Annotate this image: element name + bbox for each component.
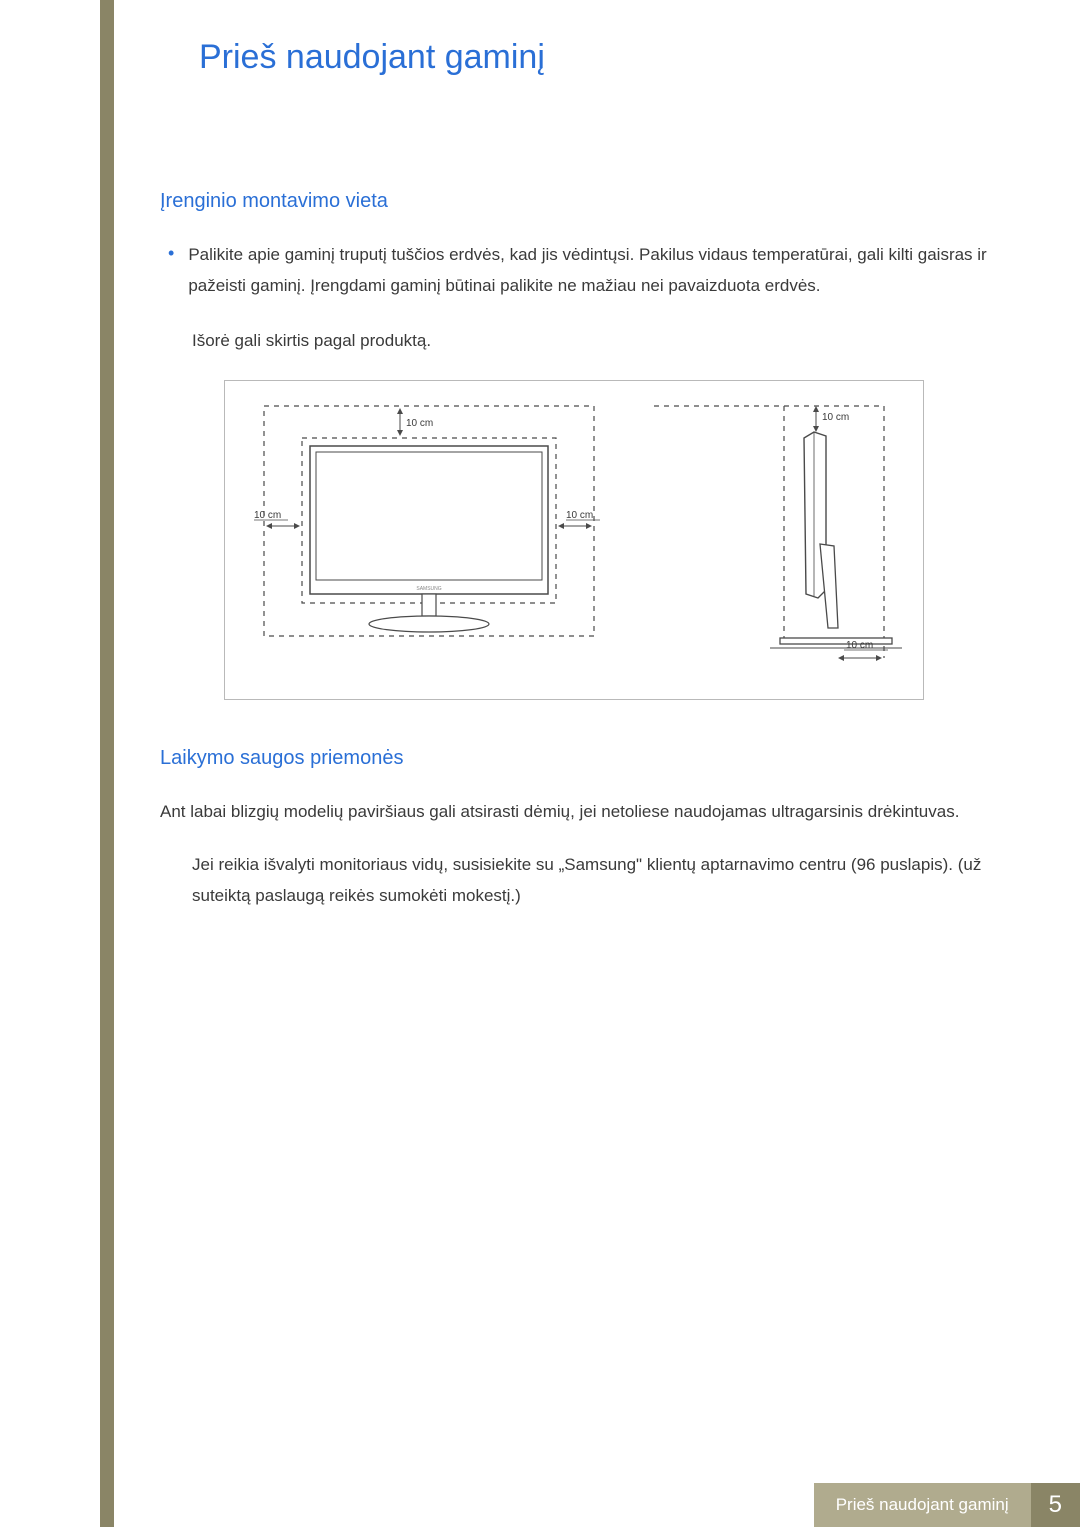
svg-text:SAMSUNG: SAMSUNG xyxy=(416,586,441,592)
section2-text2: Jei reikia išvalyti monitoriaus vidų, su… xyxy=(192,849,1000,911)
diagram-label-left-front: 10 cm xyxy=(254,510,281,521)
section1-heading: Įrenginio montavimo vieta xyxy=(160,190,1000,213)
bullet-dot-icon: • xyxy=(168,239,174,301)
footer-label: Prieš naudojant gaminį xyxy=(814,1483,1031,1527)
diagram-label-bottom-side: 10 cm xyxy=(846,640,873,651)
bullet-item: • Palikite apie gaminį truputį tuščios e… xyxy=(160,239,1000,301)
bullet-text: Palikite apie gaminį truputį tuščios erd… xyxy=(188,239,1000,301)
section1-note: Išorė gali skirtis pagal produktą. xyxy=(192,325,1000,356)
diagram-label-top-side: 10 cm xyxy=(822,412,849,423)
content-area: Įrenginio montavimo vieta • Palikite api… xyxy=(160,190,1000,935)
page-title: Prieš naudojant gaminį xyxy=(199,38,545,77)
section2-heading: Laikymo saugos priemonės xyxy=(160,747,1000,770)
diagram-label-right-front: 10 cm xyxy=(566,510,593,521)
page-footer: Prieš naudojant gaminį 5 xyxy=(0,1483,1080,1527)
left-accent-bar xyxy=(100,0,114,1527)
installation-diagram: SAMSUNG 10 cm 10 cm 10 cm xyxy=(224,380,1000,705)
section2-text1: Ant labai blizgių modelių paviršiaus gal… xyxy=(160,796,1000,827)
diagram-label-top-front: 10 cm xyxy=(406,418,433,429)
footer-page-number: 5 xyxy=(1031,1483,1080,1527)
